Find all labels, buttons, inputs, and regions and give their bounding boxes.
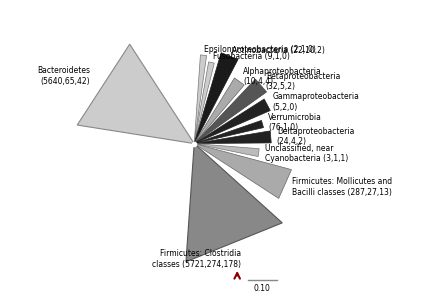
Text: Unclassified, near
Cyanobacteria (3,1,1): Unclassified, near Cyanobacteria (3,1,1) [265,144,348,163]
Polygon shape [194,144,292,199]
Text: Firmicutes: Clostridia
classes (5721,274,178): Firmicutes: Clostridia classes (5721,274… [152,249,241,269]
Text: 0.10: 0.10 [254,284,271,293]
Polygon shape [194,55,206,144]
Text: Bacteroidetes
(5640,65,42): Bacteroidetes (5640,65,42) [37,66,90,86]
Text: Gammaproteobacteria
(5,2,0): Gammaproteobacteria (5,2,0) [273,92,360,112]
Text: Verrumicrobia
(76,1,0): Verrumicrobia (76,1,0) [268,113,322,132]
Text: Betaproteobacteria
(32,5,2): Betaproteobacteria (32,5,2) [266,72,340,91]
Text: Firmicutes: Mollicutes and
Bacilli classes (287,27,13): Firmicutes: Mollicutes and Bacilli class… [292,177,392,197]
Text: Alphaproteobacteria
(10,4,4): Alphaproteobacteria (10,4,4) [243,67,322,86]
Polygon shape [194,79,267,144]
Polygon shape [194,62,214,144]
Text: Actinobacteria (22,10,2): Actinobacteria (22,10,2) [232,46,325,55]
Text: Deltaproteobacteria
(24,4,2): Deltaproteobacteria (24,4,2) [277,127,354,146]
Polygon shape [77,44,194,144]
Polygon shape [194,120,263,144]
Polygon shape [194,53,238,144]
Text: Fusobacteria (9,1,0): Fusobacteria (9,1,0) [213,52,290,61]
Polygon shape [194,144,259,157]
Polygon shape [194,131,271,144]
Polygon shape [186,144,282,262]
Polygon shape [194,99,270,144]
Polygon shape [194,78,244,144]
Text: Epsilonproteobacteria (2,1,0): Epsilonproteobacteria (2,1,0) [204,45,316,54]
